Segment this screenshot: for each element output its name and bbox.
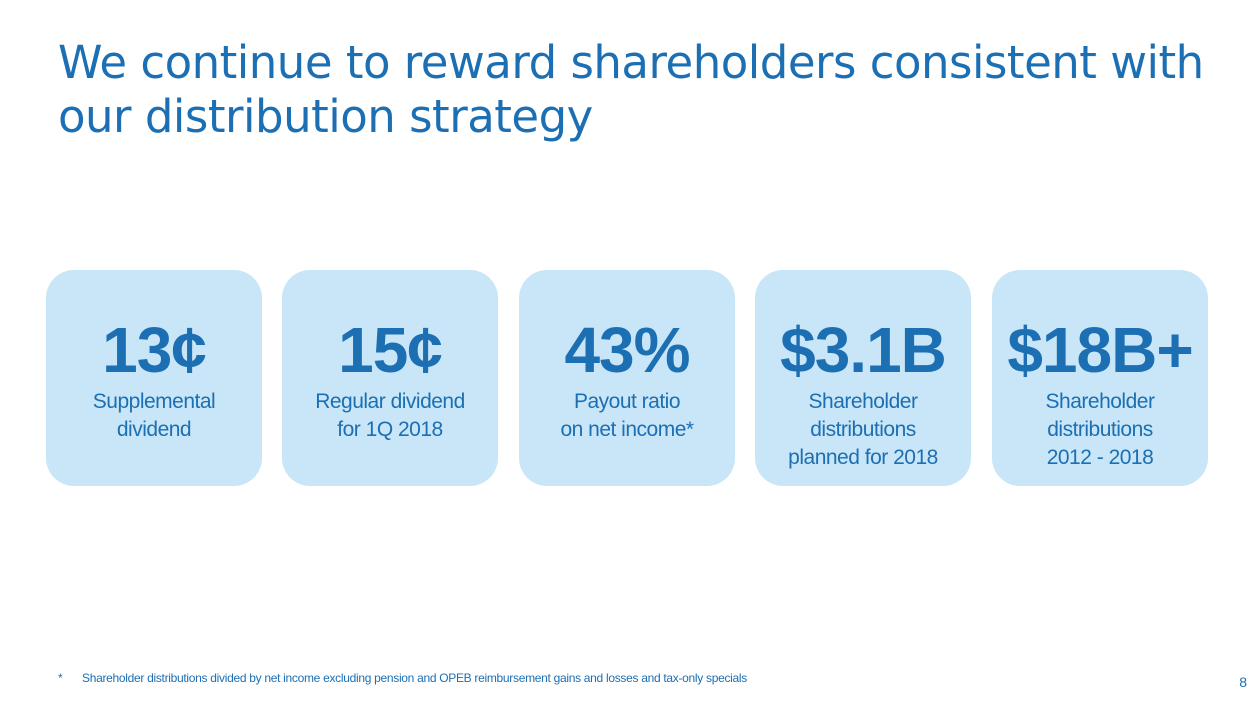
metric-value: $3.1B <box>780 314 947 386</box>
page-number: 8 <box>1239 674 1247 690</box>
footnote-marker: * <box>58 671 63 685</box>
metric-label: Shareholder distributions 2012 - 2018 <box>1002 388 1198 472</box>
metric-value: 43% <box>564 314 690 386</box>
metric-value: $18B+ <box>1007 314 1193 386</box>
metric-cards: 13¢ Supplemental dividend 15¢ Regular di… <box>46 270 1208 486</box>
metric-label-line: Payout ratio <box>573 390 681 413</box>
slide-title: We continue to reward shareholders consi… <box>58 36 1204 143</box>
metric-label-line: planned for 2018 <box>788 446 938 469</box>
metric-card-supplemental-dividend: 13¢ Supplemental dividend <box>46 270 262 486</box>
footnote: * Shareholder distributions divided by ne… <box>58 670 747 686</box>
metric-value: 15¢ <box>338 314 443 386</box>
metric-label-line: dividend <box>116 418 192 441</box>
metric-label: Regular dividend for 1Q 2018 <box>292 388 488 444</box>
metric-label: Supplemental dividend <box>56 388 252 444</box>
footnote-text: Shareholder distributions divided by net… <box>82 671 747 685</box>
metric-label: Shareholder distributions planned for 20… <box>765 388 961 472</box>
metric-label-line: Regular dividend <box>315 390 465 413</box>
metric-label-line: distributions <box>1047 418 1153 441</box>
metric-value: 13¢ <box>102 314 207 386</box>
metric-card-distributions-2018: $3.1B Shareholder distributions planned … <box>755 270 971 486</box>
metric-label-line: distributions <box>810 418 916 441</box>
metric-label: Payout ratio on net income* <box>529 388 725 444</box>
metric-label-line: Shareholder <box>808 390 918 413</box>
metric-label-line: on net income* <box>560 418 694 441</box>
metric-card-regular-dividend: 15¢ Regular dividend for 1Q 2018 <box>282 270 498 486</box>
metric-card-distributions-2012-2018: $18B+ Shareholder distributions 2012 - 2… <box>992 270 1208 486</box>
metric-label-line: 2012 - 2018 <box>1046 446 1154 469</box>
metric-card-payout-ratio: 43% Payout ratio on net income* <box>519 270 735 486</box>
metric-label-line: for 1Q 2018 <box>337 418 443 441</box>
metric-label-line: Shareholder <box>1045 390 1155 413</box>
metric-label-line: Supplemental <box>92 390 216 413</box>
